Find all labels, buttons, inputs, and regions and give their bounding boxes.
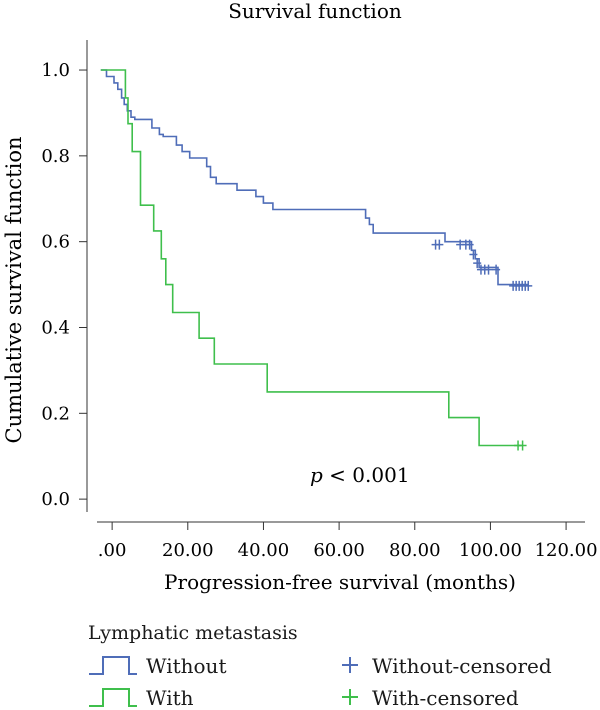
survival-curve-without — [100, 69, 529, 286]
plot-area — [100, 69, 533, 451]
y-tick-label: 0.6 — [41, 232, 70, 253]
y-tick-label: 0.0 — [41, 489, 70, 510]
x-tick-label: 100.00 — [459, 540, 522, 561]
x-axis-ticks: .00 20.00 40.00 60.00 80.00 100.00 120.00 — [98, 522, 598, 561]
censor-mark-without — [524, 280, 533, 291]
y-tick-label: 0.8 — [41, 146, 70, 167]
legend-label-with: With — [146, 686, 194, 710]
legend: Lymphatic metastasis Without With Withou… — [88, 622, 588, 710]
censor-mark-without — [473, 258, 482, 269]
step-line-icon-with — [89, 688, 137, 707]
chart-title: Survival function — [228, 0, 402, 23]
survival-curve-with — [100, 69, 521, 447]
survival-chart: Survival function Cumulative survival fu… — [2, 0, 598, 594]
plus-marker-icon-without — [342, 657, 358, 673]
censor-mark-without — [465, 239, 474, 250]
p-value-annotation: p < 0.001 — [310, 463, 410, 487]
legend-label-without: Without — [146, 654, 227, 678]
p-symbol: p — [310, 463, 323, 487]
legend-label-without-censored: Without-censored — [372, 654, 552, 678]
plus-marker-icon-with — [342, 689, 358, 705]
x-axis-label: Progression-free survival (months) — [164, 570, 516, 594]
y-tick-label: 0.4 — [41, 317, 70, 338]
legend-title: Lymphatic metastasis — [88, 622, 298, 644]
y-axis-label: Cumulative survival function — [2, 137, 26, 444]
x-tick-label: 80.00 — [389, 540, 441, 561]
x-tick-label: 40.00 — [238, 540, 290, 561]
censor-mark-with — [518, 440, 527, 451]
censor-mark-without — [484, 264, 493, 275]
y-tick-label: 1.0 — [41, 60, 70, 81]
x-tick-label: 20.00 — [162, 540, 214, 561]
x-tick-label: 60.00 — [313, 540, 365, 561]
x-tick-label: .00 — [98, 540, 127, 561]
p-value-text: < 0.001 — [323, 463, 410, 487]
censor-mark-without — [469, 249, 478, 260]
censor-mark-without — [435, 239, 444, 250]
y-axis-ticks: 0.0 0.2 0.4 0.6 0.8 1.0 — [41, 60, 87, 510]
censor-mark-without — [492, 264, 501, 275]
y-tick-label: 0.2 — [41, 403, 70, 424]
legend-label-with-censored: With-censored — [372, 686, 519, 710]
step-line-icon-without — [89, 656, 137, 675]
x-tick-label: 120.00 — [535, 540, 598, 561]
